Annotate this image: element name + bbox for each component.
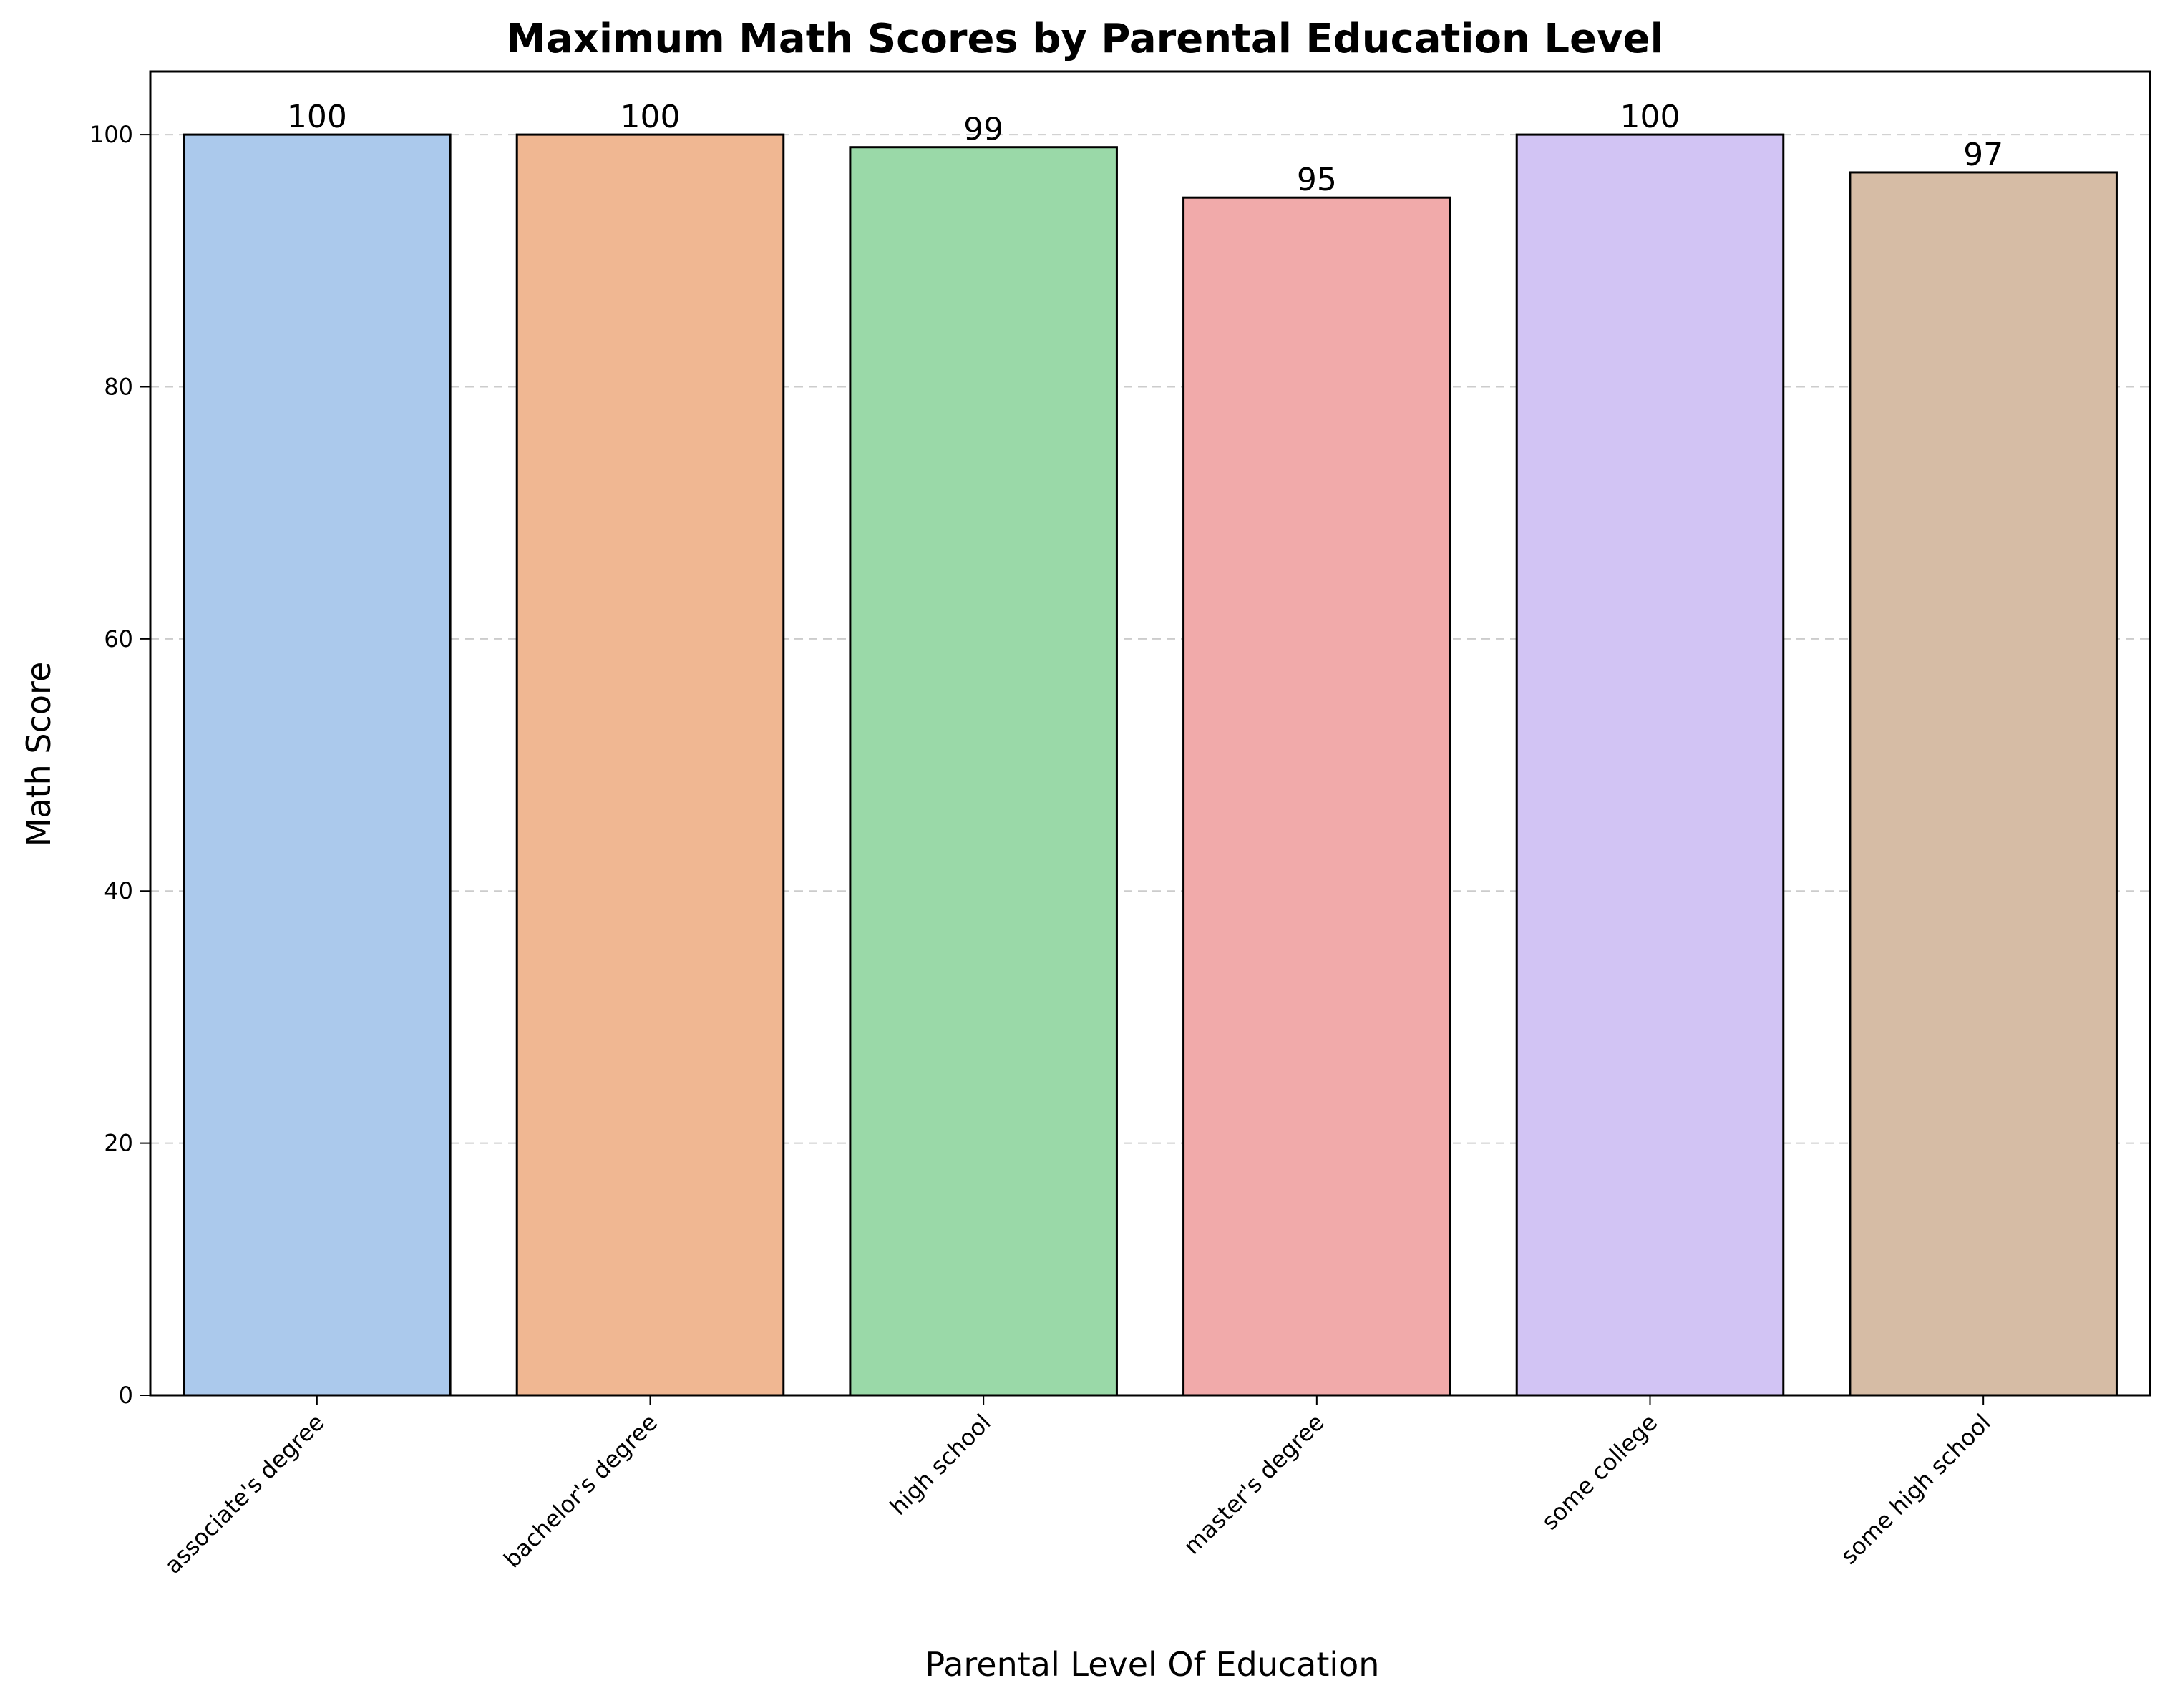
chart-title: Maximum Math Scores by Parental Educatio… [506, 16, 1663, 62]
x-tick-label: master's degree [1178, 1409, 1329, 1560]
x-axis: associate's degree bachelor's degree high … [159, 1395, 1996, 1579]
data-labels: 100 100 99 95 100 97 [287, 99, 2003, 198]
x-tick-label: high school [885, 1409, 996, 1521]
y-tick-label: 60 [104, 625, 133, 653]
y-tick-label: 20 [104, 1130, 133, 1157]
x-tick-label: associate's degree [159, 1409, 329, 1579]
data-label: 95 [1297, 162, 1337, 198]
bars [183, 133, 2118, 1397]
x-tick-label: bachelor's degree [498, 1409, 663, 1573]
data-label: 100 [1620, 99, 1680, 135]
y-grid [150, 134, 2150, 1144]
x-axis-label: Parental Level Of Education [925, 1645, 1380, 1684]
y-tick-label: 80 [104, 373, 133, 400]
x-tick-label: some college [1536, 1409, 1663, 1536]
data-label: 100 [621, 99, 681, 135]
plot-frame [149, 70, 2151, 1397]
y-tick-label: 0 [119, 1382, 133, 1409]
x-tick-label: some high school [1835, 1409, 1996, 1570]
bar [849, 146, 1118, 1397]
data-label: 99 [963, 112, 1003, 148]
data-label: 100 [287, 99, 347, 135]
y-tick-label: 100 [89, 121, 133, 148]
data-label: 97 [1963, 137, 2003, 173]
bar [1182, 196, 1451, 1397]
y-tick-label: 40 [104, 877, 133, 904]
y-axis-label: Math Score [19, 662, 58, 847]
bar [515, 133, 785, 1397]
y-axis: 0 20 40 60 80 100 [89, 121, 150, 1409]
bar [1515, 133, 1785, 1397]
bar [1849, 171, 2118, 1397]
bar [183, 133, 452, 1397]
